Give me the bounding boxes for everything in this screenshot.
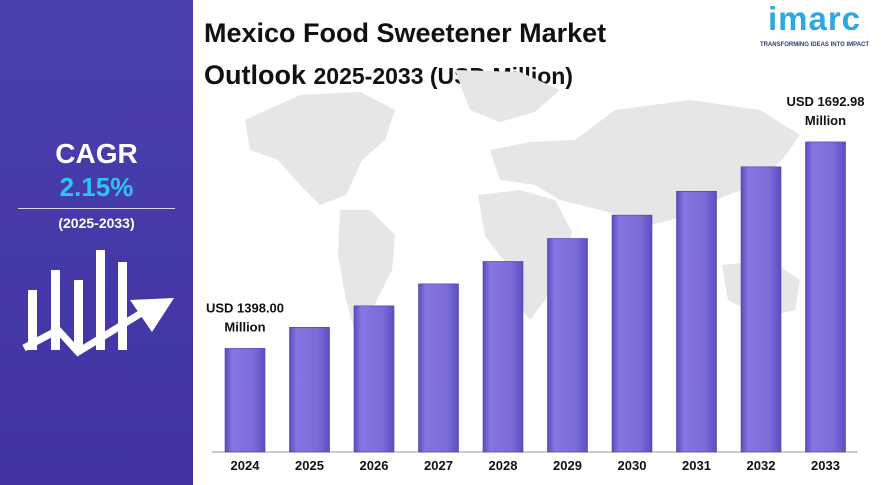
x-tick-label-2033: 2033 <box>811 458 840 473</box>
data-label-2024-line2: Million <box>224 319 265 334</box>
bar-2033 <box>805 141 846 453</box>
x-tick-label-2030: 2030 <box>618 458 647 473</box>
x-tick-label-2029: 2029 <box>553 458 582 473</box>
chart-title-line2-main: Outlook <box>204 60 314 90</box>
bar-2031 <box>676 190 717 453</box>
bar-2026 <box>353 305 395 453</box>
cagr-value: 2.15% <box>59 172 134 202</box>
x-tick-label-2031: 2031 <box>682 458 711 473</box>
bar-2032 <box>740 166 782 453</box>
bar-2030 <box>611 214 653 453</box>
bar-2024 <box>224 348 266 453</box>
cagr-label: CAGR <box>55 138 138 169</box>
data-label-2033-line1: USD 1692.98 <box>786 94 864 109</box>
data-label-2033-line2: Million <box>805 113 846 128</box>
bar-2025 <box>289 327 330 453</box>
x-tick-label-2032: 2032 <box>747 458 776 473</box>
x-tick-label-2028: 2028 <box>489 458 518 473</box>
bar-2027 <box>418 283 459 453</box>
x-tick-label-2024: 2024 <box>231 458 261 473</box>
cagr-period: (2025-2033) <box>58 215 135 231</box>
logo-wordmark: imarc <box>767 0 862 37</box>
bar-2029 <box>547 238 588 453</box>
x-tick-label-2025: 2025 <box>295 458 324 473</box>
logo-tagline: TRANSFORMING IDEAS INTO IMPACT <box>759 42 870 48</box>
bar-chart-growth-icon <box>22 250 174 357</box>
x-tick-label-2026: 2026 <box>360 458 389 473</box>
data-label-2024-line1: USD 1398.00 <box>206 300 284 315</box>
x-tick-label-2027: 2027 <box>424 458 453 473</box>
bar-2028 <box>482 261 524 453</box>
cagr-panel: CAGR 2.15% (2025-2033) <box>0 0 193 485</box>
chart-title: Mexico Food Sweetener Market Outlook 202… <box>204 12 674 97</box>
chart-title-line1: Mexico Food Sweetener Market <box>204 18 607 48</box>
imarc-logo: imarc TRANSFORMING IDEAS INTO IMPACT <box>752 0 877 56</box>
cagr-divider <box>18 208 175 209</box>
